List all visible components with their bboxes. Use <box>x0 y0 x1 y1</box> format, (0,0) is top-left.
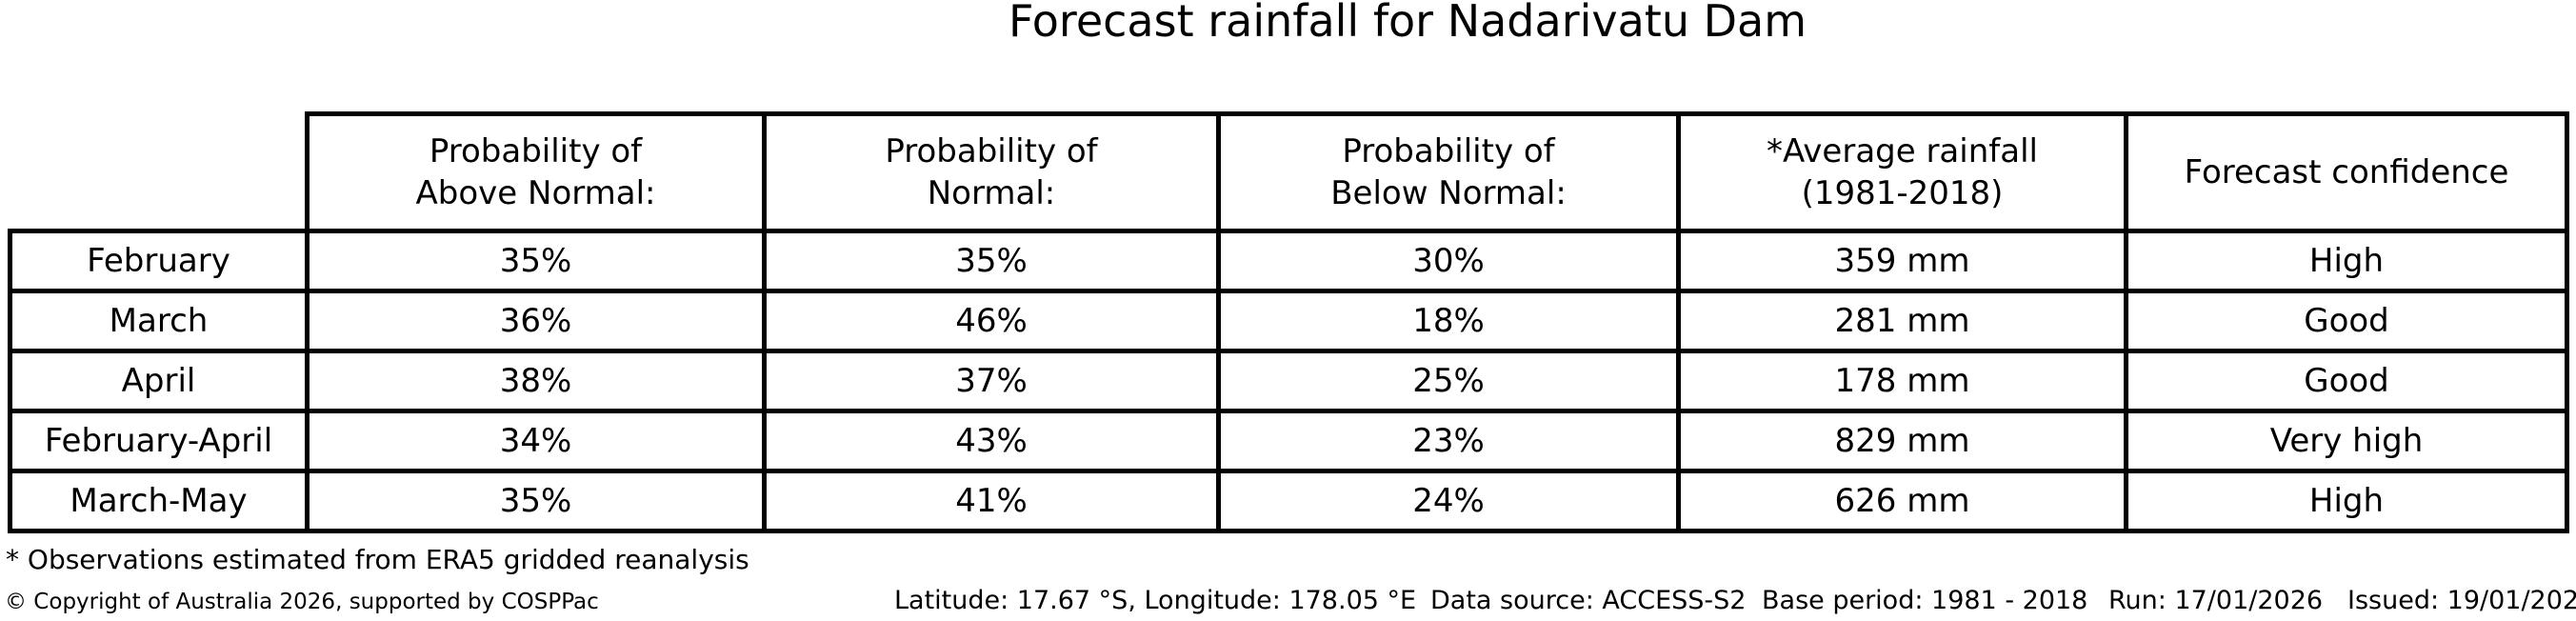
cell-average-rainfall: 626 mm <box>1676 469 2128 533</box>
row-label: February <box>8 229 310 293</box>
row-label: February-April <box>8 409 310 473</box>
table-row-february: February 35% 35% 30% 359 mm High <box>8 229 2569 293</box>
cell-above-normal: 35% <box>305 229 767 293</box>
cell-forecast-confidence: Good <box>2124 289 2569 353</box>
table-corner-cell <box>10 114 308 231</box>
run-date-text: Run: 17/01/2026 <box>2108 586 2324 615</box>
location-text: Latitude: 17.67 °S, Longitude: 178.05 °E <box>894 586 1417 615</box>
cell-below-normal: 18% <box>1216 289 1681 353</box>
cell-average-rainfall: 829 mm <box>1676 409 2128 473</box>
cell-normal: 35% <box>762 229 1221 293</box>
table-header-row: Probability of Above Normal: Probability… <box>10 111 2569 233</box>
column-header-forecast-confidence: Forecast confidence <box>2124 111 2569 233</box>
base-period-text: Base period: 1981 - 2018 <box>1762 586 2088 615</box>
copyright-text: © Copyright of Australia 2026, supported… <box>5 590 599 614</box>
cell-forecast-confidence: Very high <box>2124 409 2569 473</box>
cell-below-normal: 24% <box>1216 469 1681 533</box>
table-row-march: March 36% 46% 18% 281 mm Good <box>8 289 2569 353</box>
forecast-table: Probability of Above Normal: Probability… <box>8 111 2569 533</box>
cell-normal: 41% <box>762 469 1221 533</box>
cell-forecast-confidence: High <box>2124 469 2569 533</box>
cell-forecast-confidence: High <box>2124 229 2569 293</box>
data-source-text: Data source: ACCESS-S2 <box>1430 586 1747 615</box>
table-row-april: April 38% 37% 25% 178 mm Good <box>8 349 2569 413</box>
cell-average-rainfall: 178 mm <box>1676 349 2128 413</box>
observations-footnote: * Observations estimated from ERA5 gridd… <box>6 544 749 575</box>
cell-above-normal: 35% <box>305 469 767 533</box>
row-label: March <box>8 289 310 353</box>
cell-above-normal: 38% <box>305 349 767 413</box>
table-row-february-april: February-April 34% 43% 23% 829 mm Very h… <box>8 409 2569 473</box>
cell-average-rainfall: 359 mm <box>1676 229 2128 293</box>
row-label: March-May <box>8 469 310 533</box>
cell-below-normal: 25% <box>1216 349 1681 413</box>
issued-date-text: Issued: 19/01/2026 <box>2347 586 2576 615</box>
page-title: Forecast rainfall for Nadarivatu Dam <box>1008 0 1807 47</box>
cell-above-normal: 34% <box>305 409 767 473</box>
cell-below-normal: 30% <box>1216 229 1681 293</box>
cell-above-normal: 36% <box>305 289 767 353</box>
column-header-above-normal: Probability of Above Normal: <box>305 111 767 233</box>
cell-normal: 46% <box>762 289 1221 353</box>
column-header-below-normal: Probability of Below Normal: <box>1216 111 1681 233</box>
cell-normal: 37% <box>762 349 1221 413</box>
cell-forecast-confidence: Good <box>2124 349 2569 413</box>
cell-normal: 43% <box>762 409 1221 473</box>
cell-average-rainfall: 281 mm <box>1676 289 2128 353</box>
cell-below-normal: 23% <box>1216 409 1681 473</box>
table-row-march-may: March-May 35% 41% 24% 626 mm High <box>8 469 2569 533</box>
row-label: April <box>8 349 310 413</box>
column-header-normal: Probability of Normal: <box>762 111 1221 233</box>
column-header-average-rainfall: *Average rainfall (1981-2018) <box>1676 111 2128 233</box>
